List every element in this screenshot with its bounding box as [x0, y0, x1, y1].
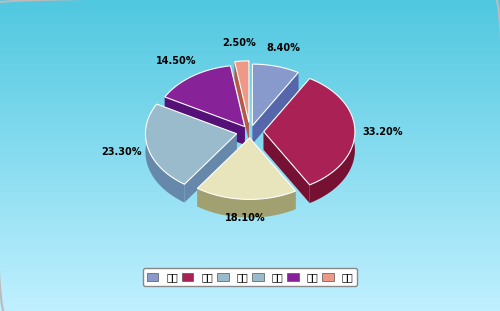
Text: 18.10%: 18.10% [224, 213, 265, 223]
Polygon shape [230, 66, 245, 145]
Text: 23.30%: 23.30% [101, 147, 141, 157]
Polygon shape [252, 64, 298, 126]
Polygon shape [146, 104, 184, 202]
Polygon shape [156, 104, 236, 152]
Polygon shape [165, 66, 245, 127]
Polygon shape [234, 62, 249, 141]
Polygon shape [310, 78, 355, 203]
Text: 8.40%: 8.40% [266, 44, 300, 53]
Polygon shape [264, 78, 310, 150]
Polygon shape [165, 97, 245, 145]
Polygon shape [250, 138, 296, 209]
Text: 2.50%: 2.50% [222, 38, 256, 48]
Polygon shape [252, 72, 298, 144]
Polygon shape [252, 64, 298, 91]
Text: 14.50%: 14.50% [156, 56, 197, 66]
Polygon shape [165, 66, 230, 115]
Polygon shape [184, 134, 236, 202]
Polygon shape [234, 61, 249, 123]
Legend: 品牌, 价格, 技术, 质量, 性能, 其他: 品牌, 价格, 技术, 质量, 性能, 其他 [143, 268, 357, 286]
Polygon shape [264, 78, 355, 185]
Polygon shape [198, 138, 250, 207]
Polygon shape [198, 138, 296, 199]
Polygon shape [146, 104, 236, 184]
Polygon shape [264, 132, 310, 203]
Polygon shape [198, 188, 296, 218]
Text: 33.20%: 33.20% [362, 127, 403, 137]
Polygon shape [234, 61, 249, 80]
